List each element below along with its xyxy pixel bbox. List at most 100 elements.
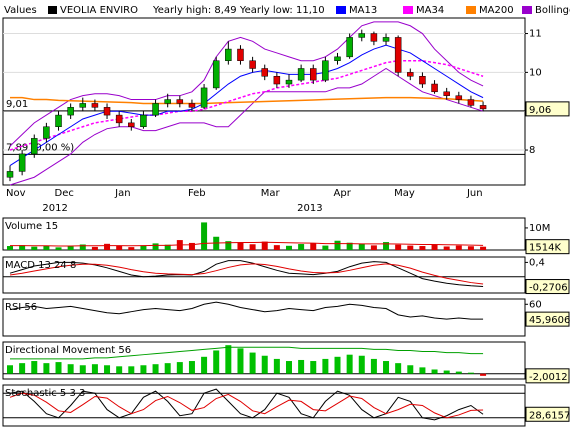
x-tick-label: Feb [188, 188, 206, 199]
bar [19, 245, 26, 250]
bar [188, 361, 195, 374]
candle-body [334, 56, 341, 61]
bar [467, 246, 474, 250]
candle-body [18, 153, 26, 172]
bar [55, 247, 62, 250]
bar [298, 244, 305, 250]
bar [334, 240, 341, 250]
legend-swatch [466, 6, 476, 14]
bar [55, 362, 62, 374]
candle-body [370, 33, 378, 42]
bar [104, 365, 111, 374]
bar [164, 244, 171, 250]
bar [91, 246, 98, 250]
legend-entry: MA34 [416, 5, 444, 16]
last-value-box [525, 101, 570, 117]
bar [431, 244, 438, 250]
bar [176, 362, 183, 374]
line [10, 241, 484, 247]
y-tick-label: 10 [529, 67, 542, 78]
last-value-label: -2,0012 [529, 372, 568, 383]
candle-body [6, 171, 14, 178]
legend-swatch [522, 6, 532, 14]
last-value-box [525, 279, 570, 295]
x-tick-label: Mar [261, 188, 281, 199]
chart-title: VEOLIA ENVIRO [60, 5, 138, 16]
bar [79, 365, 86, 374]
bar [237, 348, 244, 374]
bar [213, 350, 220, 374]
bar [225, 345, 232, 374]
candle-body [431, 83, 438, 93]
bar [140, 365, 147, 374]
bar [419, 246, 426, 250]
legend-entry: MA200 [479, 5, 514, 16]
last-value-box [525, 368, 570, 384]
bar [79, 244, 86, 250]
y-tick-label: 10M [529, 223, 550, 234]
legend-swatch [48, 6, 57, 14]
x-tick-label: Apr [334, 188, 352, 199]
bar [152, 243, 159, 250]
candle-body [297, 68, 305, 81]
y-tick-label: 0,4 [529, 257, 545, 268]
bar [273, 358, 280, 374]
bar [431, 369, 438, 374]
candle-body [273, 76, 281, 85]
line [9, 301, 484, 320]
legend-entry: Bollinger 9 1 [535, 5, 570, 16]
bar [116, 366, 123, 374]
candle-body [55, 114, 62, 127]
bar [285, 361, 292, 374]
line [9, 21, 484, 147]
bar [419, 367, 426, 374]
candle-body [285, 79, 293, 85]
bar [67, 364, 74, 374]
legend-entry: MA13 [349, 5, 377, 16]
candle-body [249, 60, 256, 69]
panel-title: MACD 13 24 8 [5, 260, 76, 271]
panel-title: RSI 56 [5, 302, 37, 313]
bar [455, 245, 462, 250]
bar [31, 246, 38, 250]
bar [273, 245, 280, 250]
chart-subtitle: Yearly high: 8,49 Yearly low: 11,10 [152, 5, 325, 16]
candle-body [115, 114, 123, 124]
bar [261, 355, 268, 374]
candle-body [91, 103, 99, 108]
bar [152, 364, 159, 374]
candle-body [261, 68, 268, 77]
line [9, 44, 484, 167]
bar [261, 241, 268, 250]
bar [164, 363, 171, 374]
candle-body [43, 126, 50, 139]
last-value-label: 9,06 [529, 105, 551, 116]
candle-body [237, 48, 244, 61]
bar [128, 247, 135, 250]
candle-body [346, 37, 353, 58]
bar [43, 245, 50, 250]
plot-frame [2, 256, 526, 294]
candle-body [443, 91, 450, 96]
last-value-box [525, 406, 570, 422]
legend-label: Values [4, 5, 37, 16]
bar [19, 363, 26, 374]
candle-body [176, 99, 184, 104]
line [9, 67, 484, 186]
y-tick-label: 11 [529, 29, 542, 40]
bar [346, 354, 353, 374]
bar [104, 243, 111, 250]
bar [322, 245, 329, 250]
candle-body [419, 76, 426, 85]
bar [225, 241, 232, 250]
bar [480, 246, 487, 250]
candle-body [322, 60, 329, 81]
candle-body [128, 122, 135, 127]
x-tick-label: Jan [114, 188, 130, 199]
bar [383, 242, 390, 250]
bar [395, 244, 402, 250]
candle-body [164, 99, 171, 104]
bar [322, 358, 329, 374]
last-value-label: 1514K [529, 243, 561, 254]
